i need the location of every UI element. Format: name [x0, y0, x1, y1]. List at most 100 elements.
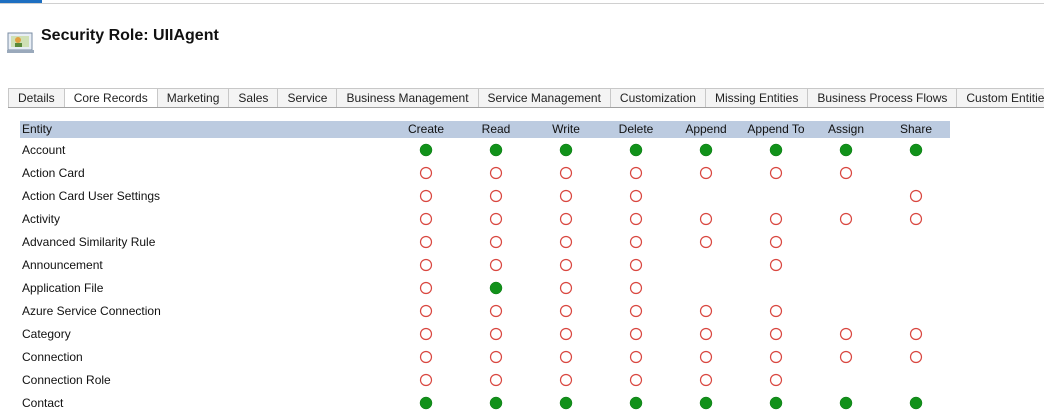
privilege-icon [910, 144, 922, 156]
column-header: Append [685, 122, 726, 136]
privilege-icon [701, 306, 712, 317]
privilege-icon [911, 214, 922, 225]
privilege-icon [491, 375, 502, 386]
privilege-icon [840, 397, 852, 409]
privilege-icon [841, 352, 852, 363]
privilege-icon [840, 144, 852, 156]
column-header: Read [482, 122, 511, 136]
privilege-icon [490, 144, 502, 156]
privilege-icon [560, 397, 572, 409]
privilege-icon [911, 329, 922, 340]
privilege-icon [770, 144, 782, 156]
tab[interactable]: Details [8, 88, 65, 107]
column-header: Assign [828, 122, 864, 136]
privilege-icon [631, 168, 642, 179]
privilege-icon [630, 144, 642, 156]
privilege-icon [700, 397, 712, 409]
privilege-icon [701, 237, 712, 248]
privilege-icon [701, 168, 712, 179]
privilege-icon [631, 375, 642, 386]
column-header: Entity [22, 122, 52, 136]
privilege-icon [771, 375, 782, 386]
entity-name: Activity [22, 212, 60, 226]
privilege-icon [561, 191, 572, 202]
privilege-icon [631, 329, 642, 340]
privilege-icon [421, 191, 432, 202]
privilege-icon [421, 214, 432, 225]
tab[interactable]: Marketing [157, 88, 230, 107]
privilege-icon [491, 306, 502, 317]
privilege-icon [491, 168, 502, 179]
privilege-icon [420, 397, 432, 409]
privilege-icon [561, 260, 572, 271]
tab[interactable]: Core Records [64, 88, 158, 107]
privilege-icon [421, 283, 432, 294]
privilege-icon [421, 306, 432, 317]
privilege-icon [490, 282, 502, 294]
privilege-table: EntityCreateReadWriteDeleteAppendAppend … [0, 115, 1044, 415]
privilege-icon [910, 397, 922, 409]
privilege-icon [771, 329, 782, 340]
privilege-icon [561, 375, 572, 386]
tab[interactable]: Missing Entities [705, 88, 808, 107]
privilege-icon [701, 214, 712, 225]
tab[interactable]: Business Management [336, 88, 478, 107]
privilege-icon [841, 214, 852, 225]
tab[interactable]: Sales [228, 88, 278, 107]
privilege-icon [421, 352, 432, 363]
privilege-icon [911, 191, 922, 202]
privilege-icon [771, 260, 782, 271]
privilege-icon [771, 352, 782, 363]
privilege-icon [491, 352, 502, 363]
privilege-icon [561, 168, 572, 179]
privilege-icon [561, 237, 572, 248]
privilege-icon [421, 329, 432, 340]
privilege-icon [771, 306, 782, 317]
entity-name: Category [22, 327, 71, 341]
privilege-icon [561, 283, 572, 294]
privilege-icon [770, 397, 782, 409]
entity-name: Action Card [22, 166, 85, 180]
entity-name: Application File [22, 281, 104, 295]
privilege-icon [771, 168, 782, 179]
entity-name: Azure Service Connection [22, 304, 161, 318]
privilege-icon [491, 260, 502, 271]
column-header: Delete [619, 122, 654, 136]
privilege-icon [841, 168, 852, 179]
entity-name: Advanced Similarity Rule [22, 235, 156, 249]
tab-bar: DetailsCore RecordsMarketingSalesService… [8, 88, 1044, 108]
privilege-icon [561, 329, 572, 340]
privilege-icon [491, 214, 502, 225]
tab[interactable]: Custom Entities [956, 88, 1044, 107]
privilege-icon [911, 352, 922, 363]
entity-name: Contact [22, 396, 64, 410]
privilege-icon [631, 214, 642, 225]
privilege-icon [421, 375, 432, 386]
top-bar-selection [0, 0, 42, 3]
tab[interactable]: Service [277, 88, 337, 107]
privilege-icon [420, 144, 432, 156]
tab[interactable]: Customization [610, 88, 706, 107]
column-header: Create [408, 122, 444, 136]
entity-name: Connection [22, 350, 83, 364]
privilege-icon [631, 283, 642, 294]
privilege-icon [421, 168, 432, 179]
tab[interactable]: Business Process Flows [807, 88, 957, 107]
privilege-icon [421, 260, 432, 271]
privilege-icon [700, 144, 712, 156]
privilege-icon [631, 191, 642, 202]
column-header: Share [900, 122, 932, 136]
privilege-icon [561, 214, 572, 225]
privilege-icon [561, 306, 572, 317]
privilege-icon [701, 375, 712, 386]
entity-name: Connection Role [22, 373, 111, 387]
tab[interactable]: Service Management [478, 88, 611, 107]
column-header: Write [552, 122, 580, 136]
privilege-icon [561, 352, 572, 363]
privilege-icon [771, 214, 782, 225]
privilege-icon [421, 237, 432, 248]
privilege-icon [491, 237, 502, 248]
privilege-icon [631, 260, 642, 271]
role-icon [7, 31, 35, 55]
